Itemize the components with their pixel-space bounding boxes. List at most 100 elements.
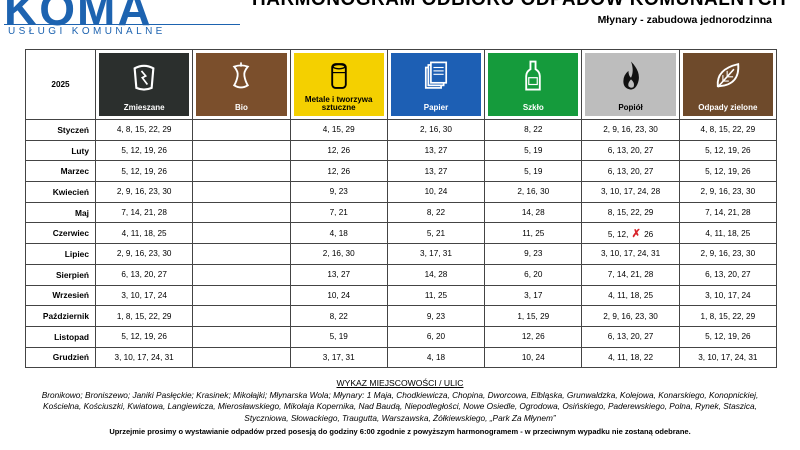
category-label: Papier	[423, 103, 449, 113]
date-cell: 3, 10, 17, 24, 31	[581, 243, 680, 265]
paper-stack-icon	[424, 61, 448, 89]
date-cell: 8, 22	[289, 305, 388, 327]
date-cell: 5, 12, 19, 26	[678, 139, 778, 162]
logo-subtitle: USŁUGI KOMUNALNE	[8, 26, 166, 37]
date-cell: 12, 26	[289, 160, 388, 183]
date-cell: 4, 8, 15, 22, 29	[678, 119, 778, 141]
date-text: 5, 12,	[607, 229, 631, 239]
date-cell	[192, 284, 291, 307]
date-cell: 2, 9, 16, 23, 30	[581, 305, 680, 327]
category-header-paper: Papier	[386, 49, 486, 120]
date-cell: 4, 11, 18, 25	[678, 222, 778, 245]
category-box: Szkło	[488, 53, 579, 116]
date-cell: 2, 9, 16, 23, 30	[581, 119, 680, 141]
date-cell: 3, 10, 17, 24, 31	[94, 346, 194, 369]
date-cell: 7, 14, 21, 28	[94, 201, 194, 224]
date-cell: 2, 16, 30	[484, 181, 583, 203]
category-label: Odpady zielone	[698, 103, 758, 113]
category-label: Popiół	[618, 103, 643, 113]
date-cell	[192, 160, 291, 183]
month-cell: Maj	[25, 201, 96, 224]
category-box: Metale i tworzywa sztuczne	[293, 53, 384, 116]
month-cell: Grudzień	[25, 346, 96, 369]
schedule-row: Kwiecień 2, 9, 16, 23, 30 9, 23 10, 24 2, 16…	[25, 181, 778, 203]
date-cell: 3, 10, 17, 24	[94, 284, 194, 307]
date-cell: 3, 10, 17, 24	[678, 284, 778, 307]
date-cell: 5, 19	[484, 160, 583, 183]
leaf-icon	[716, 62, 740, 88]
month-cell: Sierpień	[25, 263, 96, 286]
month-cell: Październik	[25, 305, 96, 327]
date-cell: 4, 18	[386, 346, 486, 369]
can-icon	[330, 63, 347, 89]
date-cell: 7, 14, 21, 28	[581, 263, 680, 286]
date-cell: 9, 23	[289, 181, 388, 203]
schedule-row: Sierpień 6, 13, 20, 27 13, 27 14, 28 6, 20 7,…	[25, 263, 778, 286]
category-label: Bio	[234, 103, 248, 113]
schedule-row: Wrzesień 3, 10, 17, 24 10, 24 11, 25 3, 17 4,…	[25, 284, 778, 307]
date-cell: 14, 28	[386, 263, 486, 286]
date-cell: 3, 10, 17, 24, 31	[678, 346, 778, 369]
date-cell: 4, 18	[289, 222, 388, 245]
date-cell: 8, 15, 22, 29	[581, 201, 680, 224]
date-cell: 4, 11, 18, 25	[94, 222, 194, 245]
date-cell: 7, 14, 21, 28	[678, 201, 778, 224]
date-cell: 6, 13, 20, 27	[94, 263, 194, 286]
date-cell: 2, 9, 16, 23, 30	[94, 181, 194, 203]
date-cell: 13, 27	[386, 160, 486, 183]
category-label: Szkło	[522, 103, 544, 113]
date-cell	[192, 222, 291, 245]
locations-list: Bronikowo; Broniszewo; Janiki Pasłęckie;…	[41, 390, 759, 423]
schedule-row: Czerwiec 4, 11, 18, 25 4, 18 5, 21 11, 25 5, …	[25, 222, 778, 245]
date-cell: 12, 26	[289, 139, 388, 162]
date-cell	[192, 325, 291, 348]
date-cell: 5, 19	[484, 139, 583, 162]
date-cell: 6, 13, 20, 27	[581, 160, 680, 183]
date-cell: 7, 21	[289, 201, 388, 224]
date-text: 26	[641, 229, 654, 239]
date-cell: 2, 9, 16, 23, 30	[678, 181, 778, 203]
date-cell: 4, 11, 18, 22	[581, 346, 680, 369]
date-cell: 4, 8, 15, 22, 29	[94, 119, 194, 141]
date-cell: 11, 25	[484, 222, 583, 245]
category-header-green: Odpady zielone	[678, 49, 778, 120]
month-cell: Czerwiec	[25, 222, 96, 245]
bottle-icon	[525, 60, 542, 91]
month-cell: Luty	[25, 139, 96, 162]
date-cell: 3, 10, 17, 24, 28	[581, 181, 680, 203]
date-cell: 10, 24	[484, 346, 583, 369]
date-cell	[192, 263, 291, 286]
category-box: Bio	[196, 53, 287, 116]
date-cell: 6, 13, 20, 27	[581, 325, 680, 348]
date-cell: 10, 24	[289, 284, 388, 307]
category-box: Popiół	[585, 53, 676, 116]
date-cell: 4, 15, 29	[289, 119, 388, 141]
date-cell: 3, 17, 31	[386, 243, 486, 265]
collection-note: Uprzejmie prosimy o wystawianie odpadów …	[109, 427, 691, 437]
date-cell: 5, 21	[386, 222, 486, 245]
date-cell: 5, 12, 19, 26	[94, 325, 194, 348]
category-header-mixed: Zmieszane	[94, 49, 194, 120]
trash-bin-icon	[133, 64, 155, 91]
date-cell: 8, 22	[484, 119, 583, 141]
flame-icon	[622, 61, 639, 90]
date-cell	[192, 346, 291, 369]
schedule-row: Luty 5, 12, 19, 26 12, 26 13, 27 5, 19 6, 13,…	[25, 139, 778, 162]
month-cell: Marzec	[25, 160, 96, 183]
company-logo: KOMA USŁUGI KOMUNALNE	[4, 0, 244, 44]
date-cell: 5, 12, 19, 26	[94, 139, 194, 162]
category-box: Papier	[390, 53, 482, 116]
category-header-bio: Bio	[192, 49, 291, 120]
logo-divider	[4, 24, 240, 25]
date-cell: 5, 12, 19, 26	[678, 325, 778, 348]
date-cell: 3, 17, 31	[289, 346, 388, 369]
category-box: Odpady zielone	[682, 53, 773, 116]
date-cell: 14, 28	[484, 201, 583, 224]
date-cell	[192, 119, 291, 141]
schedule-row: Październik 1, 8, 15, 22, 29 8, 22 9, 23 1, …	[25, 305, 778, 327]
date-cell: 2, 16, 30	[289, 243, 388, 265]
date-cell: 10, 24	[386, 181, 486, 203]
schedule-row: Styczeń 4, 8, 15, 22, 29 4, 15, 29 2, 16, 3…	[25, 119, 778, 141]
schedule-table: 2025 Zmieszane Bio Metale i tworzywa szt…	[25, 49, 778, 369]
date-cell: 11, 25	[386, 284, 486, 307]
